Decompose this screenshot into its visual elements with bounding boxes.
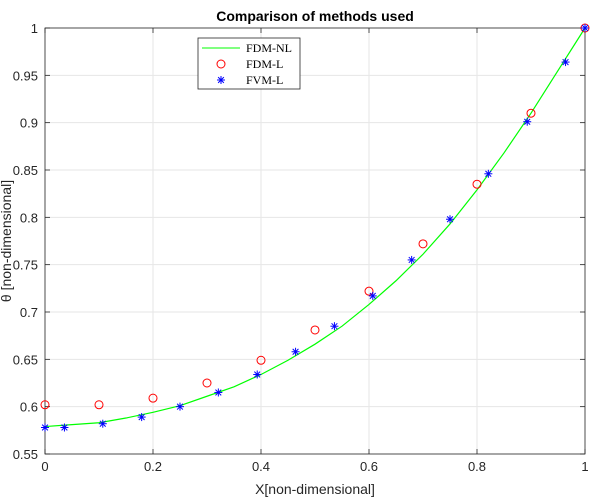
data-point-fvm-l xyxy=(523,117,532,126)
data-point-fvm-l xyxy=(446,215,454,224)
data-point-fdm-l xyxy=(148,393,158,403)
x-tick-label: 0.4 xyxy=(252,459,270,474)
legend-star-glyph xyxy=(217,76,225,84)
legend-swatch-fvm-l xyxy=(217,76,225,84)
legend-label-fdm-l: FDM-L xyxy=(246,57,283,71)
data-point-fdm-l xyxy=(94,400,104,410)
data-point-fvm-l xyxy=(330,322,339,331)
y-tick-label: 0.7 xyxy=(20,305,38,320)
data-point-fvm-l xyxy=(137,413,146,422)
star-stroke xyxy=(41,424,49,431)
plot-frame xyxy=(44,27,586,455)
star-stroke xyxy=(446,215,454,223)
x-tick-label: 0.2 xyxy=(144,459,162,474)
y-tick-label: 0.85 xyxy=(13,163,38,178)
star-stroke xyxy=(331,322,338,330)
y-axis-label: θ [non-dimensional] xyxy=(0,180,14,302)
data-point-fvm-l xyxy=(581,24,589,32)
star-stroke xyxy=(408,256,415,264)
ticks: 0 0.2 0.4 0.6 0.8 1 0.55 0.6 0.65 0.7 0.75 0.8 0.85 0… xyxy=(13,21,589,474)
star-stroke xyxy=(176,403,184,410)
chart-title: Comparison of methods used xyxy=(216,8,414,24)
legend: FDM-NL FDM-L FVM-L xyxy=(197,37,301,90)
star-stroke xyxy=(369,292,377,300)
legend-label-fdm-nl: FDM-NL xyxy=(246,41,292,55)
data-point-fvm-l xyxy=(291,347,300,356)
star-stroke xyxy=(215,389,222,396)
data-point-fvm-l xyxy=(253,370,262,379)
data-point-fdm-l xyxy=(256,355,266,365)
grid xyxy=(44,27,586,455)
data-point-fvm-l xyxy=(60,423,69,432)
star-stroke xyxy=(581,24,589,32)
y-tick-label: 1 xyxy=(31,21,38,36)
star-stroke xyxy=(562,58,569,66)
star-stroke xyxy=(61,424,68,431)
data-point-fvm-l xyxy=(214,388,223,397)
y-tick-label: 0.8 xyxy=(20,210,38,225)
series-line-fdm-nl xyxy=(44,27,586,428)
y-tick-label: 0.9 xyxy=(20,116,38,131)
y-tick-label: 0.65 xyxy=(13,352,38,367)
legend-label-fvm-l: FVM-L xyxy=(246,73,283,87)
star-stroke xyxy=(217,76,225,84)
y-tick-label: 0.6 xyxy=(20,400,38,415)
data-point-fvm-l xyxy=(176,402,184,411)
x-tick-label: 0 xyxy=(41,459,48,474)
star-stroke xyxy=(253,371,261,378)
data-point-fdm-l xyxy=(310,325,320,335)
x-axis-label: X[non-dimensional] xyxy=(255,481,375,497)
data-point-fdm-l xyxy=(202,378,212,388)
data-point-fdm-l xyxy=(472,179,482,189)
legend-swatch-fdm-l xyxy=(216,59,226,69)
x-tick-label: 0.8 xyxy=(468,459,486,474)
star-stroke xyxy=(99,420,107,427)
data-point-fvm-l xyxy=(368,291,377,300)
star-stroke xyxy=(485,170,492,178)
y-tick-label: 0.55 xyxy=(13,447,38,462)
data-point-fdm-l xyxy=(418,239,428,249)
data-point-fdm-l xyxy=(526,108,536,118)
x-tick-label: 0.6 xyxy=(360,459,378,474)
y-tick-label: 0.95 xyxy=(13,68,38,83)
data-point-fdm-l xyxy=(40,400,50,410)
x-tick-label: 1 xyxy=(581,459,588,474)
star-stroke xyxy=(523,118,531,125)
y-tick-label: 0.75 xyxy=(13,258,38,273)
star-stroke xyxy=(138,413,145,421)
data-point-fdm-l xyxy=(364,286,374,296)
data-point-fvm-l xyxy=(98,419,107,428)
star-stroke xyxy=(292,348,299,355)
data-point-fvm-l xyxy=(41,423,49,432)
data-point-fvm-l xyxy=(561,58,570,67)
data-point-fvm-l xyxy=(407,255,416,264)
legend-box xyxy=(197,37,301,90)
data-point-fvm-l xyxy=(484,169,493,178)
data-marks xyxy=(40,23,590,432)
